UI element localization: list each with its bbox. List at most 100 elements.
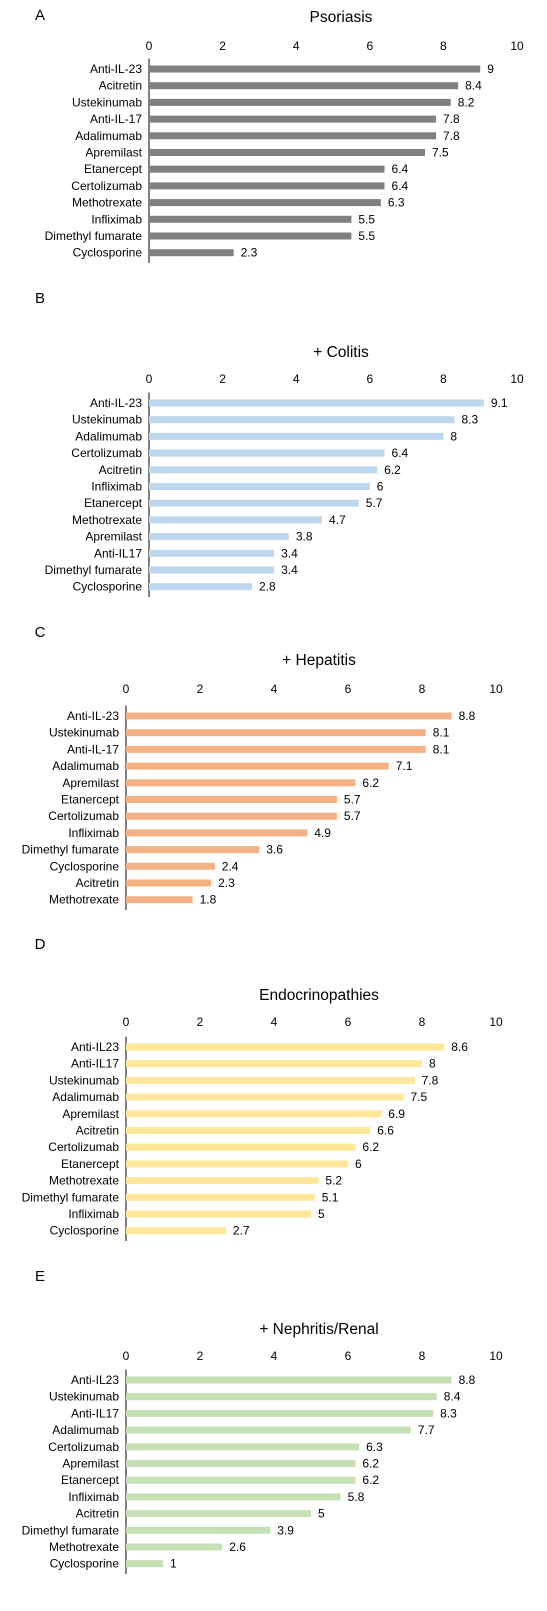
category-label: Anti-IL-23 (90, 62, 142, 76)
category-label: Cyclosporine (50, 1557, 120, 1571)
category-label: Etanercept (61, 1157, 120, 1171)
category-label: Dimethyl fumarate (22, 1523, 120, 1537)
category-label: Infliximab (68, 826, 119, 840)
bar (126, 1493, 341, 1501)
category-label: Anti-IL-23 (67, 709, 119, 723)
category-label: Adalimumab (75, 429, 142, 443)
bar (126, 1560, 163, 1568)
x-tick-label: 6 (366, 39, 373, 53)
bar (149, 549, 275, 557)
category-label: Adalimumab (52, 1090, 119, 1104)
panel-letter: C (35, 624, 46, 641)
category-label: Cyclosporine (73, 246, 143, 260)
data-label: 5.7 (344, 793, 361, 807)
category-label: Etanercept (84, 162, 143, 176)
category-label: Dimethyl fumarate (22, 1190, 120, 1204)
data-label: 2.4 (222, 859, 239, 873)
data-label: 8 (429, 1057, 436, 1071)
bar (126, 1426, 411, 1434)
bar (126, 1409, 434, 1417)
data-label: 3.8 (296, 530, 313, 544)
bar (126, 1093, 404, 1101)
bar (126, 1460, 356, 1467)
bar (149, 132, 437, 140)
data-label: 6.9 (388, 1107, 405, 1121)
data-label: 8 (450, 429, 457, 443)
category-label: Methotrexate (49, 1174, 119, 1188)
data-label: 6.3 (388, 196, 405, 210)
x-tick-label: 4 (271, 682, 278, 696)
x-tick-label: 10 (510, 372, 524, 386)
bar (126, 1227, 226, 1235)
category-label: Etanercept (61, 793, 120, 807)
bar (149, 98, 451, 106)
category-label: Apremilast (85, 146, 142, 160)
bar (126, 729, 426, 737)
data-label: 8.6 (451, 1040, 468, 1054)
data-label: 8.3 (440, 1406, 457, 1420)
category-label: Acitretin (99, 463, 142, 477)
bar (149, 232, 352, 240)
bar (126, 896, 193, 904)
x-tick-label: 2 (219, 39, 226, 53)
data-label: 7.5 (411, 1090, 428, 1104)
category-label: Infliximab (91, 480, 142, 494)
category-label: Certolizumab (48, 809, 119, 823)
bar (126, 712, 452, 720)
data-label: 5.2 (325, 1174, 342, 1188)
category-label: Adalimumab (52, 759, 119, 773)
bar (149, 483, 370, 490)
category-label: Anti-IL17 (71, 1406, 119, 1420)
chart-title: Psoriasis (310, 9, 373, 26)
x-tick-label: 10 (489, 1349, 503, 1363)
category-label: Anti-IL17 (71, 1057, 119, 1071)
x-tick-label: 6 (366, 372, 373, 386)
category-label: Dimethyl fumarate (22, 843, 120, 857)
bar (126, 1510, 311, 1518)
x-tick-label: 2 (197, 1349, 204, 1363)
bar (149, 82, 459, 90)
data-label: 6.2 (362, 1140, 379, 1154)
category-label: Ustekinumab (72, 95, 142, 109)
category-label: Apremilast (62, 1107, 119, 1121)
bar (126, 1076, 415, 1084)
bar (126, 1210, 311, 1218)
bar (126, 796, 337, 803)
bar (126, 1443, 360, 1451)
data-label: 2.6 (229, 1540, 246, 1554)
x-tick-label: 8 (419, 1349, 426, 1363)
x-tick-label: 8 (440, 372, 447, 386)
category-label: Methotrexate (49, 1540, 119, 1554)
bar (149, 466, 378, 474)
bar (126, 1476, 356, 1484)
category-label: Acitretin (76, 1507, 119, 1521)
data-label: 8.4 (444, 1390, 461, 1404)
data-label: 4.7 (329, 513, 346, 527)
x-tick-label: 10 (489, 682, 503, 696)
category-label: Anti-IL23 (71, 1040, 119, 1054)
bar (149, 65, 481, 73)
bar (126, 879, 212, 887)
category-label: Dimethyl fumarate (45, 563, 143, 577)
category-label: Cyclosporine (50, 1224, 120, 1238)
x-tick-label: 0 (146, 372, 153, 386)
bar (126, 1543, 223, 1551)
category-label: Ustekinumab (49, 726, 119, 740)
bar (149, 249, 234, 257)
data-label: 7.7 (418, 1423, 435, 1437)
data-label: 2.3 (218, 876, 235, 890)
panel-letter: E (35, 1268, 45, 1285)
bar (126, 1160, 348, 1168)
bar (149, 215, 352, 223)
data-label: 1 (170, 1557, 177, 1571)
data-label: 8.2 (458, 95, 475, 109)
x-tick-label: 10 (489, 1015, 503, 1029)
data-label: 8.1 (433, 742, 450, 756)
x-tick-label: 4 (293, 372, 300, 386)
bar (149, 182, 385, 190)
category-label: Certolizumab (71, 446, 142, 460)
category-label: Methotrexate (72, 196, 142, 210)
bar (126, 745, 426, 753)
x-tick-label: 0 (123, 1015, 130, 1029)
